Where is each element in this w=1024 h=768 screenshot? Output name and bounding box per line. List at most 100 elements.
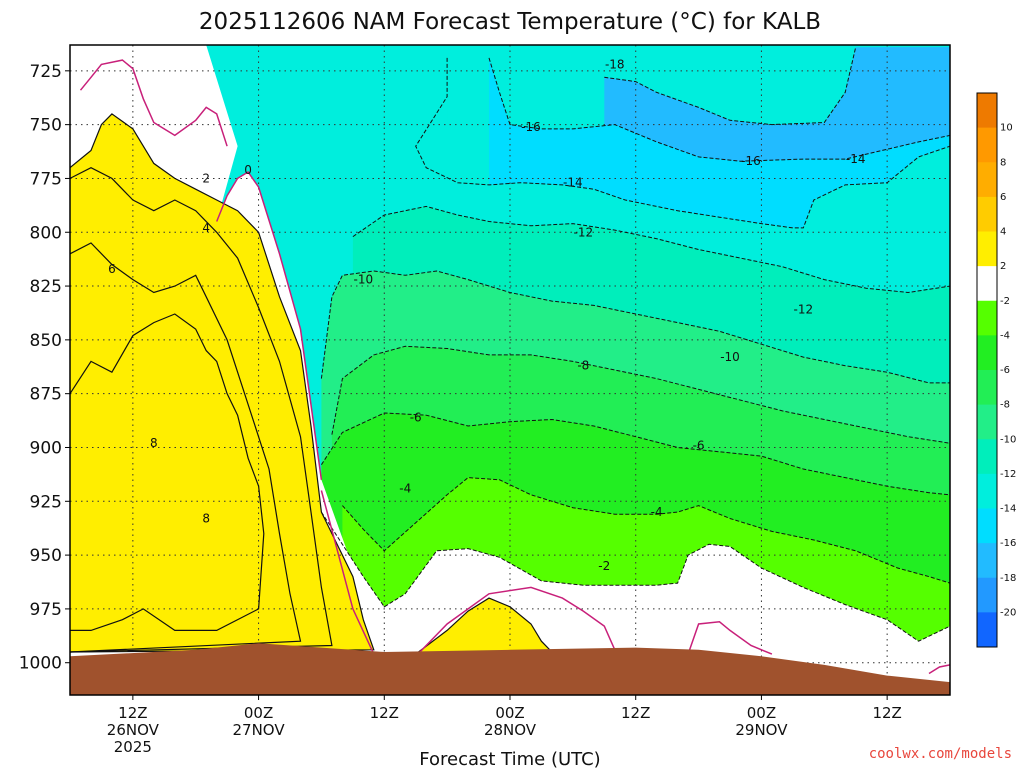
contour-label: -2 [598, 559, 610, 573]
zero-isotherm [687, 621, 773, 655]
temperature-bands [70, 45, 950, 695]
isotherm--4 [342, 477, 950, 584]
contour-label: 6 [108, 262, 116, 276]
warm-region-2 [415, 598, 552, 655]
colorbar-tick-label: 6 [1000, 192, 1006, 203]
colorbar-tick-label: -2 [1000, 296, 1010, 307]
y-tick-label: 775 [30, 169, 62, 189]
y-axis: 725 750 775 800 825 850 875 900 925 950 975 1000 [19, 62, 70, 674]
zero-isotherm [216, 170, 323, 480]
zero-isotherm [79, 59, 228, 147]
colorbar-swatch [977, 162, 997, 198]
colorbar-tick-label: 10 [1000, 123, 1013, 134]
x-tick-label: 00Z [747, 704, 776, 722]
colorbar-tick-label: -20 [1000, 607, 1016, 618]
colorbar-swatch [977, 577, 997, 613]
contour-label: -16 [521, 120, 541, 134]
colorbar-tick-label: -14 [1000, 504, 1016, 515]
x-tick-label: 26NOV [107, 721, 160, 739]
colorbar-swatch [977, 473, 997, 509]
colorbar-tick-label: -12 [1000, 469, 1016, 480]
colorbar-swatch [977, 93, 997, 129]
x-tick-label: 12Z [621, 704, 650, 722]
contour-label: -12 [574, 225, 594, 239]
x-tick-label: 00Z [495, 704, 524, 722]
isotherm--6 [320, 412, 950, 496]
contour-label: -16 [741, 154, 761, 168]
colorbar-swatch [977, 335, 997, 371]
y-tick-label: 1000 [19, 654, 62, 674]
colorbar-tick-label: 4 [1000, 227, 1006, 238]
isotherm--16 [488, 57, 950, 162]
zero-isotherm [415, 586, 616, 657]
contour-label: -12 [794, 303, 814, 317]
terrain-fill [70, 643, 950, 695]
credit-text: coolwx.com/models [869, 746, 1012, 762]
contour-label: -8 [577, 359, 589, 373]
y-tick-label: 850 [30, 331, 62, 351]
colorbar-tick-label: -4 [1000, 330, 1010, 341]
colorbar-swatch [977, 543, 997, 579]
y-tick-label: 975 [30, 600, 62, 620]
colorbar-swatch [977, 127, 997, 163]
x-tick-label: 12Z [118, 704, 147, 722]
warm-isotherm-2 [70, 113, 375, 653]
contour-label: -4 [399, 481, 411, 495]
colorbar-swatch [977, 300, 997, 336]
contour-label: 8 [202, 512, 210, 526]
y-tick-label: 825 [30, 277, 62, 297]
x-tick-label: 12Z [370, 704, 399, 722]
contour-label: -14 [846, 152, 866, 166]
x-tick-label: 2025 [114, 738, 152, 756]
isotherm--14 [415, 57, 950, 229]
warm-region-2 [70, 113, 374, 652]
colorbar-tick-label: -10 [1000, 434, 1016, 445]
colorbar-tick-label: 8 [1000, 157, 1006, 168]
y-tick-label: 925 [30, 492, 62, 512]
x-tick-label: 29NOV [735, 721, 788, 739]
contour-label: 4 [202, 221, 210, 235]
contour-label: -6 [410, 410, 422, 424]
warm-isotherm-4 [70, 167, 333, 653]
warm-isotherm-8 [70, 313, 265, 631]
colorbar-tick-label: -8 [1000, 400, 1010, 411]
colorbar-swatch [977, 508, 997, 544]
isotherm--18 [604, 47, 857, 126]
colorbar-tick-label: -16 [1000, 538, 1016, 549]
contour-label: -14 [563, 176, 583, 190]
contour-label: -6 [693, 438, 705, 452]
contour-labels: -18 -16 -16 -14 -14 -12 -12 -10 -10 -8 -6 -6 -4 -4 -2 0… [108, 57, 865, 572]
terrain [70, 643, 950, 695]
plot-area: -18 -16 -16 -14 -14 -12 -12 -10 -10 -8 -6 -6 -4 -4 -2 0… [70, 45, 950, 695]
colorbar-swatch [977, 439, 997, 475]
warm-isotherm-6 [70, 242, 302, 653]
colorbar-swatch [977, 266, 997, 302]
colorbar: 10 8 6 4 2 -2 -4 -6 -8 -10 -12 -14 -16 -18 -20 [976, 92, 1016, 648]
isotherm-lines [70, 47, 950, 675]
isotherm--2 [320, 511, 950, 642]
warm-isotherm-2 [415, 597, 553, 655]
y-tick-label: 800 [30, 223, 62, 243]
x-tick-label: 00Z [244, 704, 273, 722]
colorbar-swatch [977, 231, 997, 267]
colorbar-tick-label: -6 [1000, 365, 1010, 376]
y-tick-label: 950 [30, 546, 62, 566]
isotherm--12 [352, 205, 950, 294]
contour-label: 8 [150, 436, 158, 450]
y-tick-label: 750 [30, 116, 62, 136]
y-tick-label: 875 [30, 385, 62, 405]
chart-title: 2025112606 NAM Forecast Temperature (°C)… [199, 9, 821, 35]
colorbar-swatch [977, 370, 997, 406]
isotherm--10 [320, 270, 950, 384]
contour-label: -4 [651, 505, 663, 519]
contour-label: 2 [202, 171, 210, 185]
y-tick-label: 725 [30, 62, 62, 82]
zero-isotherm [928, 664, 950, 675]
colorbar-tick-label: 2 [1000, 261, 1006, 272]
y-tick-label: 900 [30, 438, 62, 458]
colorbar-tick-label: -18 [1000, 573, 1016, 584]
x-tick-label: 12Z [872, 704, 901, 722]
contour-label: -18 [605, 57, 625, 71]
